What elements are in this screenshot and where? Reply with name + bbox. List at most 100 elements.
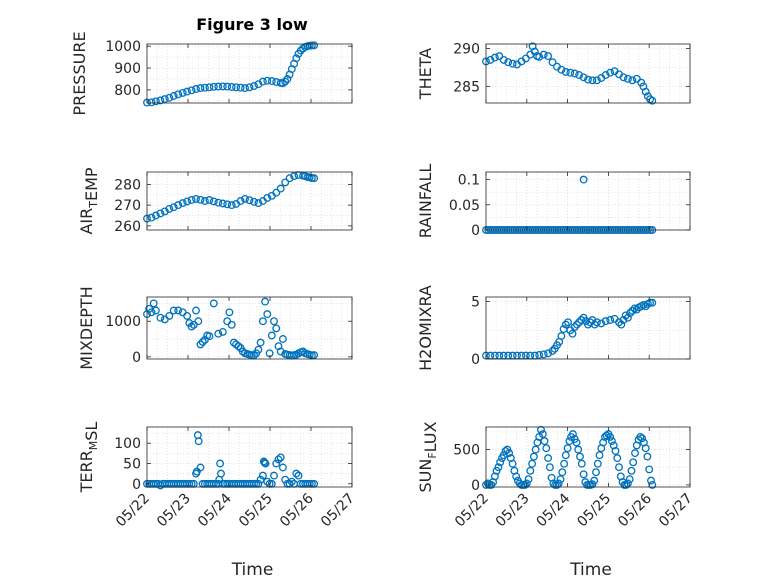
data-point — [579, 470, 588, 479]
data-point — [287, 477, 296, 486]
data-point — [641, 444, 650, 453]
y-axis-label-part: RAINFALL — [416, 164, 435, 239]
x-tick-label: 05/22 — [113, 491, 153, 531]
data-point — [259, 457, 268, 466]
data-point — [590, 476, 599, 485]
data-point — [597, 319, 606, 328]
data-point — [584, 75, 592, 84]
y-axis-label: THETA — [416, 48, 435, 100]
data-point — [627, 466, 636, 475]
data-point — [601, 71, 610, 79]
data-point — [263, 477, 272, 486]
y-tick-label: 100 — [114, 436, 141, 452]
data-point — [194, 437, 203, 446]
data-point — [187, 322, 196, 331]
data-point — [529, 452, 538, 461]
data-point — [187, 196, 196, 204]
data-point — [539, 50, 548, 59]
data-point — [505, 449, 514, 458]
y-tick-label: 0.1 — [458, 173, 480, 189]
data-point — [629, 458, 638, 467]
data-point — [528, 459, 537, 468]
data-point — [292, 469, 301, 478]
data-point — [196, 463, 205, 472]
y-axis-label: MIXDEPTH — [77, 286, 96, 369]
y-axis-label: TERRMSL — [77, 422, 101, 494]
data-point — [267, 77, 276, 86]
data-point — [216, 459, 225, 468]
data-point — [544, 454, 553, 463]
data-point — [615, 318, 623, 327]
data-point — [564, 318, 572, 327]
data-point — [281, 178, 290, 187]
data-point — [149, 299, 158, 308]
data-point — [209, 197, 218, 206]
data-point — [625, 475, 634, 484]
data-point — [606, 432, 615, 441]
data-point — [174, 201, 183, 210]
data-point — [241, 194, 249, 203]
data-point — [165, 311, 174, 320]
data-point — [258, 77, 267, 86]
data-point — [575, 71, 584, 79]
data-point — [260, 458, 269, 467]
data-point — [192, 85, 200, 93]
figure-title: Figure 3 low — [196, 15, 308, 34]
data-point — [198, 337, 207, 346]
data-point — [285, 174, 294, 183]
data-point — [631, 449, 639, 458]
data-point — [577, 316, 586, 324]
data-point — [147, 213, 156, 222]
plot-area — [147, 44, 352, 103]
data-point — [645, 465, 654, 474]
plot-area — [147, 172, 352, 230]
data-point — [156, 313, 165, 322]
data-point — [548, 58, 557, 67]
data-point — [632, 74, 641, 83]
axes-box — [485, 171, 691, 231]
y-tick-label: 1000 — [105, 314, 141, 330]
data-point — [218, 82, 227, 91]
data-point — [570, 322, 579, 331]
data-point — [548, 347, 557, 355]
data-point — [272, 459, 281, 468]
y-axis-label-subscript: M — [87, 441, 100, 451]
data-point — [638, 434, 647, 443]
data-point — [200, 197, 209, 205]
data-point — [263, 76, 272, 85]
y-tick-label: 0 — [471, 352, 480, 368]
x-tick-label: 05/26 — [615, 490, 655, 530]
x-tick-label: 05/23 — [154, 491, 194, 531]
data-point — [205, 332, 214, 341]
y-axis-label: AIRTEMP — [77, 167, 101, 234]
data-point — [619, 316, 628, 324]
data-point — [628, 306, 637, 315]
y-tick-label: 260 — [114, 219, 141, 235]
x-axis-label: Time — [569, 560, 612, 580]
y-tick-label: 270 — [114, 198, 141, 214]
data-point — [486, 55, 495, 64]
data-point — [214, 198, 223, 207]
y-tick-label: 1000 — [105, 39, 141, 55]
data-point — [151, 306, 160, 315]
chart-panel-theta: 285 290 THETA — [416, 42, 691, 105]
data-point — [637, 78, 646, 87]
data-point — [619, 73, 628, 82]
data-point — [579, 175, 588, 184]
data-point — [217, 469, 225, 478]
data-point — [494, 463, 503, 472]
data-point — [538, 430, 547, 439]
y-axis-label-part: SL — [82, 422, 101, 441]
y-tick-label: 0 — [132, 350, 141, 366]
data-point — [205, 196, 214, 204]
data-point — [214, 329, 223, 338]
data-point — [568, 329, 577, 338]
x-tick-label: 05/27 — [656, 491, 696, 531]
data-point — [602, 431, 611, 440]
data-point — [647, 476, 655, 485]
data-point — [613, 454, 622, 463]
data-point — [241, 84, 249, 93]
data-point — [572, 320, 581, 329]
data-point — [250, 82, 258, 90]
data-point — [258, 471, 267, 480]
